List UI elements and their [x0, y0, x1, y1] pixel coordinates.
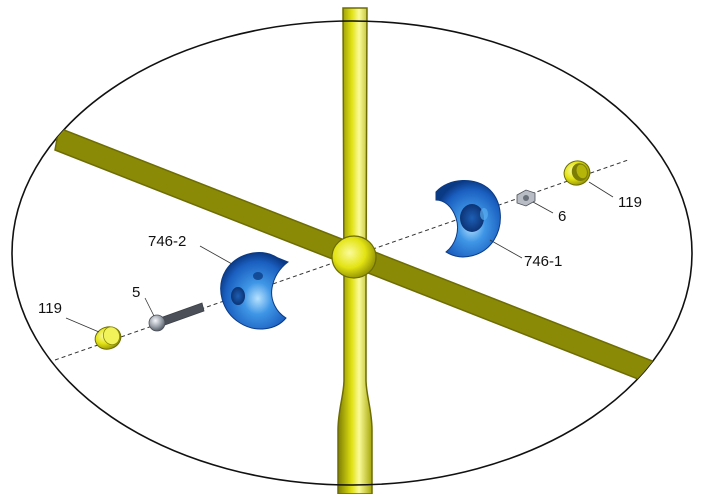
tube-end-cap-right: [563, 160, 591, 186]
label-119-left: 119: [38, 300, 62, 317]
ball-joint-half-left: [220, 252, 290, 330]
tube-end-cap-left: [94, 326, 122, 350]
label-6: 6: [558, 208, 566, 225]
label-119-right: 119: [618, 194, 642, 211]
screw: [148, 302, 205, 332]
hex-nut: [516, 189, 536, 207]
label-5: 5: [132, 284, 140, 301]
label-746-1: 746-1: [524, 253, 562, 270]
ball-joint-half-right: [435, 179, 501, 258]
label-746-2: 746-2: [148, 233, 186, 250]
detail-view-ellipse: [11, 20, 693, 486]
tube-junction-joint: [331, 235, 377, 279]
leader-lines: [65, 181, 614, 333]
